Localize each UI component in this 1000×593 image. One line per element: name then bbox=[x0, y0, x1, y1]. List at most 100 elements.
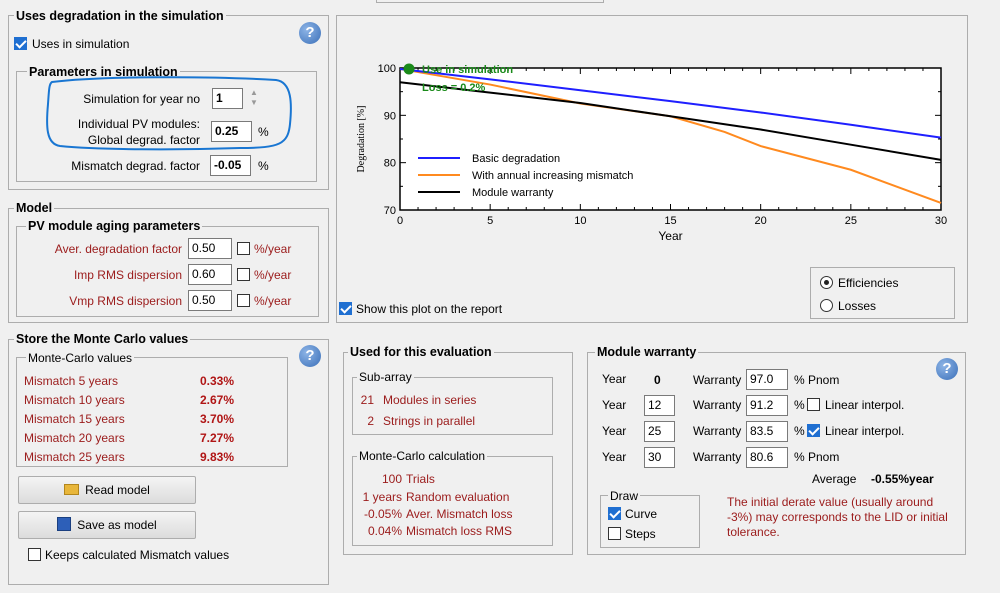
global-degrad-label: Global degrad. factor bbox=[87, 133, 200, 147]
degradation-chart: 0 5 10 15 20 25 30 70 80 90 100 Year Degradation [%]… bbox=[356, 63, 947, 243]
parallel-label: Strings in parallel bbox=[383, 414, 476, 428]
vmp-rms-label: Vmp RMS dispersion bbox=[69, 294, 182, 308]
subarray-title: Sub-array bbox=[357, 370, 414, 384]
warranty-value-input[interactable]: 97.0 bbox=[746, 369, 788, 390]
average-label: Average bbox=[812, 472, 857, 486]
legend-label: With annual increasing mismatch bbox=[472, 170, 633, 182]
warranty-year-input[interactable]: 30 bbox=[644, 447, 675, 468]
aver-degradation-checkbox[interactable] bbox=[237, 242, 250, 255]
imp-rms-input[interactable]: 0.60 bbox=[188, 264, 232, 285]
aver-degradation-unit: %/year bbox=[254, 242, 292, 256]
y-tick-label: 70 bbox=[384, 205, 396, 217]
mismatch-degrad-input[interactable]: -0.05 bbox=[210, 155, 251, 176]
warranty-group bbox=[587, 352, 966, 555]
tab-strip-edge bbox=[376, 0, 604, 3]
mismatch-row-label: Mismatch 10 years bbox=[24, 393, 125, 407]
warranty-year-label: Year bbox=[602, 450, 627, 464]
warranty-year-label: Year bbox=[602, 424, 627, 438]
linear-interpol-label: Linear interpol. bbox=[825, 424, 905, 438]
uses-in-simulation-checkbox[interactable] bbox=[14, 37, 27, 50]
series-line bbox=[399, 81, 942, 161]
x-tick-label: 20 bbox=[755, 215, 767, 227]
vmp-rms-unit: %/year bbox=[254, 294, 292, 308]
warranty-label: Warranty bbox=[693, 450, 742, 464]
linear-interpol-checkbox[interactable] bbox=[807, 424, 820, 437]
warranty-value-input[interactable]: 83.5 bbox=[746, 421, 788, 442]
help-icon[interactable]: ? bbox=[936, 358, 958, 380]
montecarlo-values-title: Monte-Carlo values bbox=[26, 351, 135, 365]
warranty-note: The initial derate value (usually around… bbox=[727, 495, 948, 539]
mismatch-row-value: 3.70% bbox=[200, 412, 235, 426]
uses-degradation-title: Uses degradation in the simulation bbox=[14, 9, 226, 23]
x-tick-label: 25 bbox=[845, 215, 857, 227]
warranty-unit: % Pnom bbox=[794, 373, 840, 387]
curve-checkbox[interactable] bbox=[608, 507, 621, 520]
read-model-button[interactable]: Read model bbox=[18, 476, 196, 504]
help-icon[interactable]: ? bbox=[299, 22, 321, 44]
simulation-year-input[interactable]: 1 bbox=[212, 88, 243, 109]
help-icon[interactable]: ? bbox=[299, 345, 321, 367]
mc-calc-title: Monte-Carlo calculation bbox=[357, 449, 488, 463]
aver-degradation-input[interactable]: 0.50 bbox=[188, 238, 232, 259]
parameters-in-simulation-title: Parameters in simulation bbox=[27, 65, 180, 79]
warranty-year-input[interactable]: 25 bbox=[644, 421, 675, 442]
individual-modules-label: Individual PV modules: bbox=[77, 117, 200, 131]
plot-panel bbox=[336, 15, 968, 323]
warranty-year-label: Year bbox=[602, 372, 627, 386]
keeps-mismatch-checkbox[interactable] bbox=[28, 548, 41, 561]
warranty-value-input[interactable]: 91.2 bbox=[746, 395, 788, 416]
mismatch-row-label: Mismatch 15 years bbox=[24, 412, 125, 426]
mismatch-row-label: Mismatch 5 years bbox=[24, 374, 119, 388]
warranty-year-input[interactable]: 12 bbox=[644, 395, 675, 416]
efficiencies-label: Efficiencies bbox=[838, 276, 899, 290]
model-group bbox=[8, 208, 329, 323]
warranty-year-value: 0 bbox=[654, 373, 661, 387]
keeps-mismatch-label: Keeps calculated Mismatch values bbox=[45, 548, 230, 562]
global-degrad-unit: % bbox=[258, 125, 269, 139]
save-as-model-button[interactable]: Save as model bbox=[18, 511, 196, 539]
imp-rms-label: Imp RMS dispersion bbox=[73, 268, 182, 282]
draw-group bbox=[600, 495, 700, 548]
warranty-label: Warranty bbox=[693, 398, 742, 412]
warranty-label: Warranty bbox=[693, 424, 742, 438]
steps-label: Steps bbox=[625, 527, 656, 541]
montecarlo-values-group bbox=[16, 357, 288, 467]
x-tick-label: 30 bbox=[935, 215, 947, 227]
steps-checkbox[interactable] bbox=[608, 527, 621, 540]
losses-label: Losses bbox=[838, 299, 877, 313]
global-degrad-input[interactable]: 0.25 bbox=[211, 121, 252, 142]
linear-interpol-checkbox[interactable] bbox=[807, 398, 820, 411]
series-line bbox=[399, 67, 942, 204]
losses-radio[interactable] bbox=[820, 299, 833, 312]
store-montecarlo-title: Store the Monte Carlo values bbox=[14, 332, 191, 346]
mismatch-row-label: Mismatch 25 years bbox=[24, 450, 125, 464]
warranty-title: Module warranty bbox=[595, 345, 699, 359]
x-tick-label: 10 bbox=[574, 215, 586, 227]
imp-rms-unit: %/year bbox=[254, 268, 292, 282]
show-plot-label: Show this plot on the report bbox=[356, 302, 503, 316]
legend-label: Basic degradation bbox=[472, 153, 560, 165]
mismatch-row-value: 0.33% bbox=[200, 374, 235, 388]
series-count: 21 bbox=[360, 393, 374, 407]
imp-rms-checkbox[interactable] bbox=[237, 268, 250, 281]
y-tick-label: 100 bbox=[378, 63, 396, 75]
read-model-label: Read model bbox=[85, 483, 150, 497]
legend-label: Module warranty bbox=[472, 187, 554, 199]
show-plot-checkbox[interactable] bbox=[339, 302, 352, 315]
efficiencies-radio[interactable] bbox=[820, 276, 833, 289]
average-value: -0.55%year bbox=[871, 472, 934, 486]
mc-calc-text: Aver. Mismatch loss bbox=[406, 507, 513, 521]
mc-calc-value: 0.04% bbox=[367, 524, 402, 538]
mismatch-degrad-unit: % bbox=[258, 159, 269, 173]
year-spinner-icon[interactable]: ▲ ▼ bbox=[250, 88, 258, 107]
mc-calc-text: Random evaluation bbox=[406, 490, 510, 504]
vmp-rms-checkbox[interactable] bbox=[237, 294, 250, 307]
simulation-point-marker bbox=[403, 63, 415, 75]
highlight-outline bbox=[46, 76, 292, 151]
y-axis-label: Degradation [%] bbox=[356, 106, 367, 173]
vmp-rms-input[interactable]: 0.50 bbox=[188, 290, 232, 311]
warranty-value-input[interactable]: 80.6 bbox=[746, 447, 788, 468]
annotation-line1: Use in simulation bbox=[422, 64, 513, 76]
warranty-unit: % Pnom bbox=[794, 450, 840, 464]
mc-calc-text: Trials bbox=[406, 472, 435, 486]
